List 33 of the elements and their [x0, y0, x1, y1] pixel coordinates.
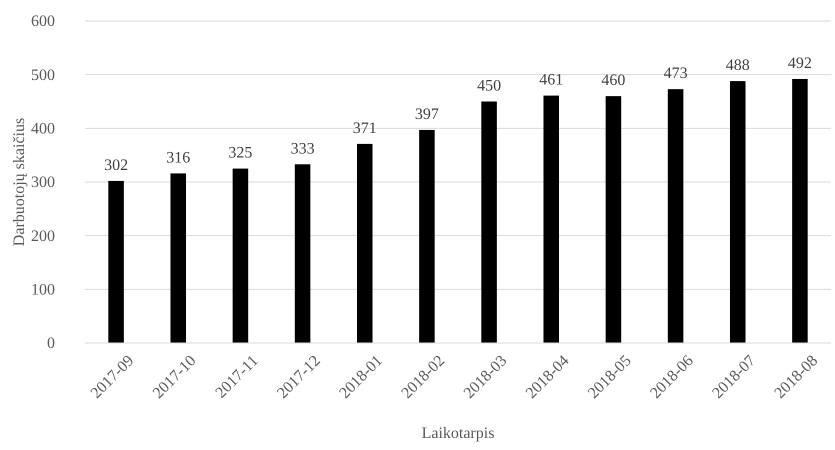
data-label: 460 [601, 72, 626, 90]
data-label: 397 [414, 106, 439, 123]
y-tick-label: 0 [47, 335, 55, 352]
y-tick-label: 100 [31, 281, 55, 298]
bar [108, 180, 124, 343]
y-axis-title: Darbuotojų skaičius [11, 118, 28, 246]
bar [294, 164, 310, 343]
data-label: 450 [477, 78, 502, 94]
bar [543, 96, 560, 343]
x-axis-title: Laikotarpis [422, 425, 494, 442]
bar [419, 130, 435, 343]
data-label: 325 [228, 144, 252, 162]
bar [481, 102, 497, 343]
bar [232, 168, 248, 343]
bar [792, 78, 808, 343]
data-label: 461 [539, 72, 564, 89]
bar [170, 173, 186, 343]
data-label: 488 [726, 57, 750, 74]
data-label: 473 [664, 65, 688, 82]
bar [730, 81, 746, 343]
y-tick-label: 600 [31, 13, 55, 30]
y-tick-label: 300 [31, 174, 55, 192]
data-label: 371 [352, 120, 377, 137]
y-tick-label: 200 [31, 228, 55, 245]
data-label: 333 [290, 140, 315, 158]
data-label: 316 [166, 149, 190, 166]
y-tick-label: 500 [31, 66, 55, 84]
bar [356, 144, 373, 343]
bar [668, 89, 684, 343]
data-label: 492 [788, 54, 812, 72]
y-tick-label: 400 [31, 120, 55, 138]
data-label: 302 [104, 156, 128, 174]
bar [606, 96, 622, 343]
